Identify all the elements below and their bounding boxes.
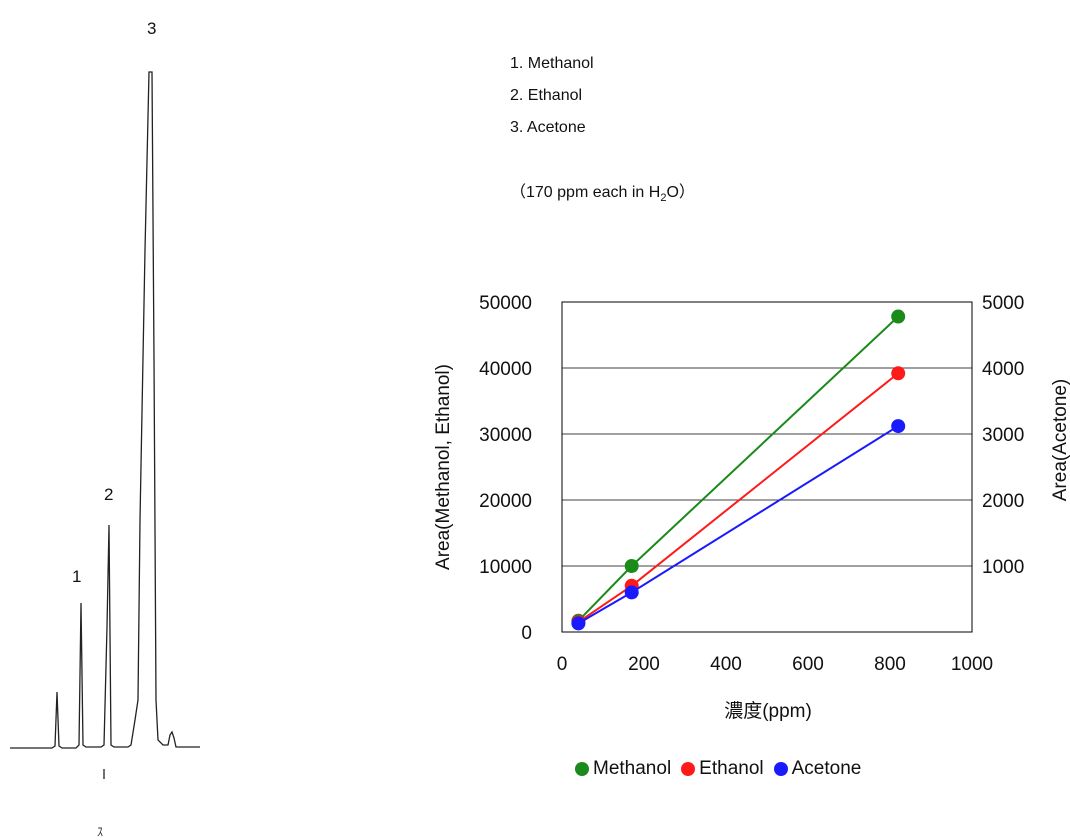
y-tick-label-5: 50000 <box>479 293 532 314</box>
legend-dot-methanol <box>575 762 589 776</box>
y-tick-label-0: 0 <box>521 623 532 644</box>
y-tick-label-3: 30000 <box>479 425 532 446</box>
legend-dot-ethanol <box>681 762 696 776</box>
legend-label-ethanol: Ethanol <box>699 758 764 779</box>
concentration-note-prefix: （170 ppm each in H <box>510 184 661 201</box>
x-axis-title: 濃度(ppm) <box>724 700 812 722</box>
y2-tick-label-2: 3000 <box>982 425 1024 446</box>
series-layer <box>571 309 906 631</box>
concentration-note-suffix: O） <box>666 184 695 201</box>
peak-label-2: 2 <box>104 485 113 504</box>
peak-name-acetone: 3. Acetone <box>510 119 586 136</box>
y2-axis-ticks: 1000 2000 3000 4000 5000 <box>982 293 1024 578</box>
point-acetone-2 <box>891 419 906 434</box>
y2-tick-label-0: 1000 <box>982 557 1024 578</box>
peak-label-1: 1 <box>72 567 81 586</box>
chromatogram: ｽ 1 2 3 <box>10 19 200 839</box>
legend-entry-ethanol: Ethanol <box>681 758 764 780</box>
concentration-note: （170 ppm each in H2O） <box>510 178 695 204</box>
peak-label-3: 3 <box>147 19 156 38</box>
x-axis-ticks: 0 200 400 600 800 1000 <box>557 654 993 675</box>
y-axis-ticks: 0 10000 20000 30000 40000 50000 <box>479 293 532 644</box>
x-tick-label-2: 400 <box>710 654 742 675</box>
x-tick-label-1: 200 <box>628 654 660 675</box>
y-tick-label-4: 40000 <box>479 359 532 380</box>
y-tick-label-1: 10000 <box>479 557 532 578</box>
concentration-note-sub: 2 <box>660 192 667 205</box>
y2-tick-label-1: 2000 <box>982 491 1024 512</box>
legend-entry-acetone: Acetone <box>773 758 862 780</box>
point-methanol-1 <box>624 559 639 573</box>
y2-tick-label-3: 4000 <box>982 359 1024 380</box>
point-ethanol-2 <box>891 366 906 381</box>
legend-entry-methanol: Methanol <box>575 758 671 780</box>
chromatogram-trace <box>10 71 200 749</box>
peak-name-methanol: 1. Methanol <box>510 55 594 72</box>
x-tick-label-0: 0 <box>557 654 568 675</box>
legend-label-acetone: Acetone <box>791 758 862 779</box>
series-legend: Methanol Ethanol Acetone <box>575 758 861 780</box>
y-tick-label-2: 20000 <box>479 491 532 512</box>
legend-label-methanol: Methanol <box>593 758 672 779</box>
y-axis-title: Area(Methanol, Ethanol) <box>433 364 454 570</box>
peak-identity-list: 1. Methanol 2. Ethanol 3. Acetone <box>510 48 594 144</box>
y2-axis-title: Area(Acetone) <box>1050 379 1070 502</box>
point-methanol-2 <box>891 309 906 324</box>
plot-area <box>561 301 973 633</box>
x-tick-label-3: 600 <box>792 654 824 675</box>
y2-tick-label-4: 5000 <box>982 293 1024 314</box>
legend-dot-acetone <box>773 762 788 776</box>
x-tick-label-5: 1000 <box>951 654 993 675</box>
injection-mark: ｽ <box>97 825 103 839</box>
x-tick-label-4: 800 <box>874 654 906 675</box>
point-acetone-0 <box>571 616 586 631</box>
peak-name-ethanol: 2. Ethanol <box>510 87 583 104</box>
point-acetone-1 <box>624 585 639 600</box>
